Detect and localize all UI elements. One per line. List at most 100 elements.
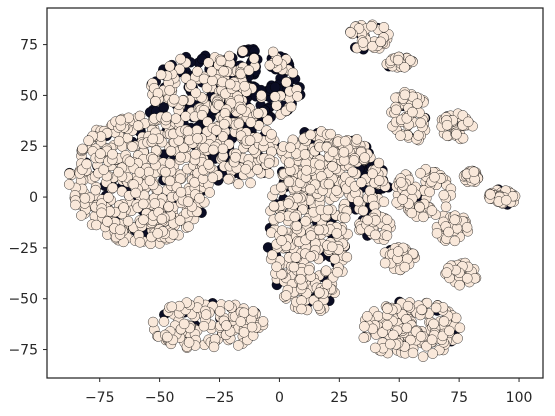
scatter-point-light	[266, 129, 277, 140]
scatter-point-light	[399, 261, 410, 273]
scatter-point-light	[211, 125, 222, 136]
scatter-point-light	[415, 117, 426, 129]
scatter-point-light	[180, 111, 191, 122]
scatter-point-light	[406, 207, 417, 219]
scatter-point-light	[174, 63, 185, 75]
scatter-point-light	[305, 230, 317, 241]
scatter-point-light	[96, 207, 107, 219]
scatter-point-light	[107, 182, 118, 194]
scatter-point-light	[223, 300, 235, 311]
scatter-point-light	[237, 46, 249, 57]
scatter-point-light	[162, 331, 173, 343]
scatter-point-light	[233, 178, 244, 190]
scatter-point-light	[102, 216, 113, 227]
scatter-point-light	[90, 184, 101, 196]
scatter-point-light	[340, 212, 351, 224]
scatter-point-light	[223, 173, 234, 185]
scatter-point-light	[163, 201, 174, 212]
scatter-point-light	[252, 164, 263, 175]
scatter-point-light	[367, 41, 378, 52]
scatter-point-light	[98, 164, 109, 175]
scatter-point-light	[385, 338, 396, 350]
scatter-point-light	[441, 119, 453, 131]
scatter-point-light	[431, 227, 443, 239]
scatter-point-light	[134, 167, 146, 178]
scatter-point-light	[413, 130, 424, 141]
scatter-point-light	[182, 126, 194, 137]
scatter-point-light	[203, 159, 214, 170]
scatter-point-light	[401, 322, 412, 334]
scatter-point-light	[219, 118, 230, 130]
scatter-point-light	[235, 316, 247, 327]
scatter-point-light	[391, 104, 402, 116]
scatter-point-light	[183, 337, 195, 348]
scatter-point-light	[268, 46, 279, 58]
scatter-point-light	[192, 133, 203, 144]
scatter-point-light	[215, 55, 227, 67]
scatter-point-light	[305, 251, 316, 262]
scatter-point-light	[204, 187, 215, 198]
scatter-point-light	[207, 172, 219, 183]
scatter-point-light	[289, 211, 300, 223]
scatter-point-light	[454, 322, 466, 333]
scatter-point-light	[296, 303, 307, 315]
scatter-point-light	[115, 114, 126, 126]
scatter-point-light	[277, 225, 288, 236]
scatter-point-light	[327, 146, 339, 157]
scatter-point-light	[224, 50, 235, 62]
scatter-point-light	[186, 79, 197, 91]
scatter-point-light	[325, 128, 336, 140]
scatter-point-light	[144, 175, 156, 186]
scatter-point-light	[322, 204, 334, 216]
scatter-point-light	[351, 134, 363, 145]
scatter-point-light	[329, 253, 340, 265]
scatter-point-light	[451, 129, 462, 140]
scatter-point-light	[166, 301, 178, 312]
scatter-point-light	[208, 341, 220, 353]
scatter-point-light	[347, 166, 358, 178]
scatter-point-light	[158, 316, 170, 327]
scatter-point-light	[147, 153, 159, 165]
scatter-point-light	[292, 91, 303, 102]
scatter-point-light	[340, 135, 351, 147]
scatter-point-light	[81, 158, 92, 170]
scatter-point-light	[399, 89, 411, 101]
scatter-point-light	[414, 201, 425, 213]
scatter-point-light	[287, 67, 299, 79]
scatter-point-light	[276, 235, 287, 246]
scatter-point-light	[264, 59, 275, 71]
scatter-point-light	[397, 194, 408, 205]
scatter-point-light	[290, 252, 301, 263]
scatter-point-light	[245, 177, 256, 189]
scatter-point-light	[323, 178, 335, 190]
scatter-point-light	[378, 196, 390, 208]
scatter-point-light	[393, 246, 404, 257]
scatter-point-light	[332, 267, 343, 278]
scatter-point-light	[407, 347, 419, 359]
scatter-point-light	[256, 90, 267, 101]
scatter-point-light	[233, 118, 245, 129]
scatter-point-light	[463, 116, 474, 128]
scatter-point-dark	[158, 101, 170, 113]
scatter-point-light	[485, 189, 496, 200]
scatter-point-light	[426, 205, 438, 216]
scatter-point-light	[203, 57, 214, 68]
scatter-point-light	[267, 249, 278, 261]
scatter-point-light	[240, 163, 251, 175]
scatter-point-light	[299, 149, 311, 160]
scatter-point-light	[218, 65, 229, 77]
scatter-point-light	[147, 133, 159, 145]
scatter-point-light	[443, 226, 454, 238]
scatter-point-light	[77, 143, 88, 155]
scatter-point-light	[295, 274, 306, 285]
scatter-point-light	[331, 185, 342, 196]
y-tick-label: 75	[20, 38, 38, 54]
scatter-point-light	[122, 215, 134, 227]
scatter-point-light	[257, 316, 269, 327]
x-tick-label: 100	[506, 390, 533, 406]
scatter-point-light	[130, 187, 141, 199]
scatter-point-light	[501, 194, 512, 206]
scatter-point-light	[399, 62, 410, 73]
scatter-point-light	[416, 304, 427, 315]
